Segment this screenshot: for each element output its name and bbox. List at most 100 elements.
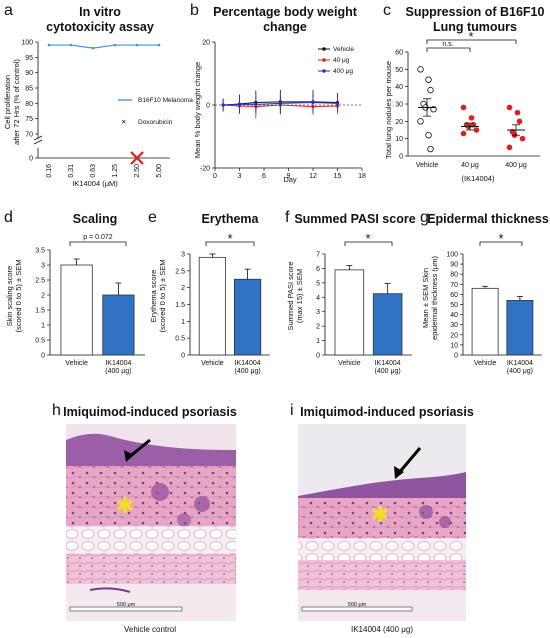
y-tick-label: 60 [395,50,403,57]
data-point-melanoma [157,43,161,47]
panel-title: Scaling [73,212,117,226]
y-tick-label: 50 [450,302,458,309]
sig-label: p = 0.072 [83,234,112,241]
y-tick-label: 70 [450,282,458,289]
y-tick-label: 0.5 [175,336,185,343]
y-tick-label: 10 [395,136,403,143]
y-axis-label: Skin scaling score [5,266,14,326]
x-tick-label-line2: (400 μg) [507,368,533,375]
legend-marker [322,69,326,73]
y-tick-label: 95 [25,55,33,62]
y-tick-label: 100 [446,252,458,259]
y-tick-label: 7 [316,252,320,259]
y-axis-label-line2: (scored 0 to 5) ± SEM [14,260,23,333]
x-tick-label: 5.00 [156,164,163,178]
data-point [460,104,467,111]
sig-star: * [468,29,473,44]
panel-title: Erythema [202,212,260,226]
image-caption: Vehicle control [124,625,176,634]
panel-letter: f [285,209,290,226]
y-tick-label: 100 [21,40,33,47]
panel-title-line2: Lung tumours [433,20,517,34]
sig-ns: n.s. [442,41,453,48]
x-tick-label-line2: (400 μg) [105,368,131,375]
plot-area: 0 0.5 1 1.5 2 2.5 3 Vehicle IK14004(400 μg) [175,252,270,375]
data-point [425,76,432,83]
y-tick-label: 3 [181,252,185,259]
y-tick-label: 2 [316,324,320,331]
x-group-label: (IK14004) [462,174,495,183]
data-point [468,115,475,121]
panel-title: Summed PASI score [294,212,415,226]
panel-letter: d [4,209,13,226]
panel-c: c Suppression of B16F10 Lung tumours Tot… [383,2,545,183]
y-tick-label: 20 [395,119,403,126]
legend-marker [322,58,326,62]
panel-title: Percentage body weight [213,5,358,19]
sig-label: * [227,231,232,246]
histology-image-ik14004: ✱ 500 μm [298,424,466,621]
y-tick-label: 40 [450,312,458,319]
y-tick-label: 1.5 [35,308,45,315]
y-tick-label: 1 [41,323,45,330]
x-tick-label: Vehicle [416,162,439,169]
y-tick-label: 3 [41,263,45,270]
y-tick-label: 0 [454,353,458,360]
panel-letter: c [383,2,391,19]
data-point [516,118,523,125]
data-point-2 [311,100,315,105]
panel-title: Imiquimod-induced psoriasis [63,405,237,419]
bar [334,269,365,356]
y-tick-label: 50 [395,67,403,74]
y-tick-label: 60 [450,292,458,299]
series-line-melanoma [49,44,159,49]
y-tick-label: 30 [450,322,458,329]
y-tick-label: 2 [41,293,45,300]
series-line-1 [223,104,338,108]
y-tick-label: 90 [25,70,33,77]
x-tick-label: 0 [213,173,217,180]
panel-e: e Erythema Erythema score (scored 0 to 5… [148,209,270,375]
bar [60,264,93,356]
panel-title: Epidermal thickness [427,212,549,226]
data-point-2 [237,102,242,106]
panel-a: a In vitro cytotoxicity assay Cell proli… [3,2,193,188]
panel-d: d Scaling Skin scaling score (scored 0 t… [4,209,145,375]
scale-bar-label: 500 μm [348,602,367,608]
x-tick-label: 12 [309,173,317,180]
y-axis-label: Mean % body weight change [193,62,202,158]
panel-letter: g [420,209,429,226]
y-tick-label: 20 [450,332,458,339]
y-tick-label: 80 [450,272,458,279]
y-tick-label: 10 [450,342,458,349]
data-point [506,104,513,111]
legend-doxorubicin-marker: ✕ [121,119,126,126]
x-tick-label: 6 [262,173,266,180]
data-point [417,118,424,125]
panel-title-line2: cytotoxicity assay [46,20,154,34]
panel-title: Imiquimod-induced psoriasis [300,405,474,419]
legend-marker [322,47,326,51]
x-tick-label: 0.31 [68,164,75,178]
y-axis-label-line2: epidermal thickness (μm) [430,256,439,340]
y-tick-label: 0 [41,353,45,360]
y-tick-label: 5 [316,280,320,287]
panel-i: i Imiquimod-induced psoriasis ✱ 500 μm I… [290,402,474,634]
y-axis-label: Cell proliferation [3,75,12,129]
bar [471,287,499,356]
data-point [427,86,434,94]
y-tick-label: 85 [25,86,33,93]
data-point-2 [221,103,225,107]
image-caption: IK14004 (400 μg) [351,625,413,634]
asterisk-marker: ✱ [116,493,134,518]
data-point-2 [254,102,258,106]
legend-vehicle: Vehicle [333,46,354,53]
y-tick-label: 0 [399,154,403,161]
y-tick-label: 75 [25,116,33,123]
x-tick-label: IK14004 [105,360,131,367]
panel-b: b Percentage body weight change Mean % b… [190,2,366,184]
x-tick-label: 400 μg [505,162,527,169]
x-tick-label: 9 [287,173,291,180]
x-tick-label-line2: (400 μg) [375,368,401,375]
y-tick-label: 0 [29,156,33,163]
